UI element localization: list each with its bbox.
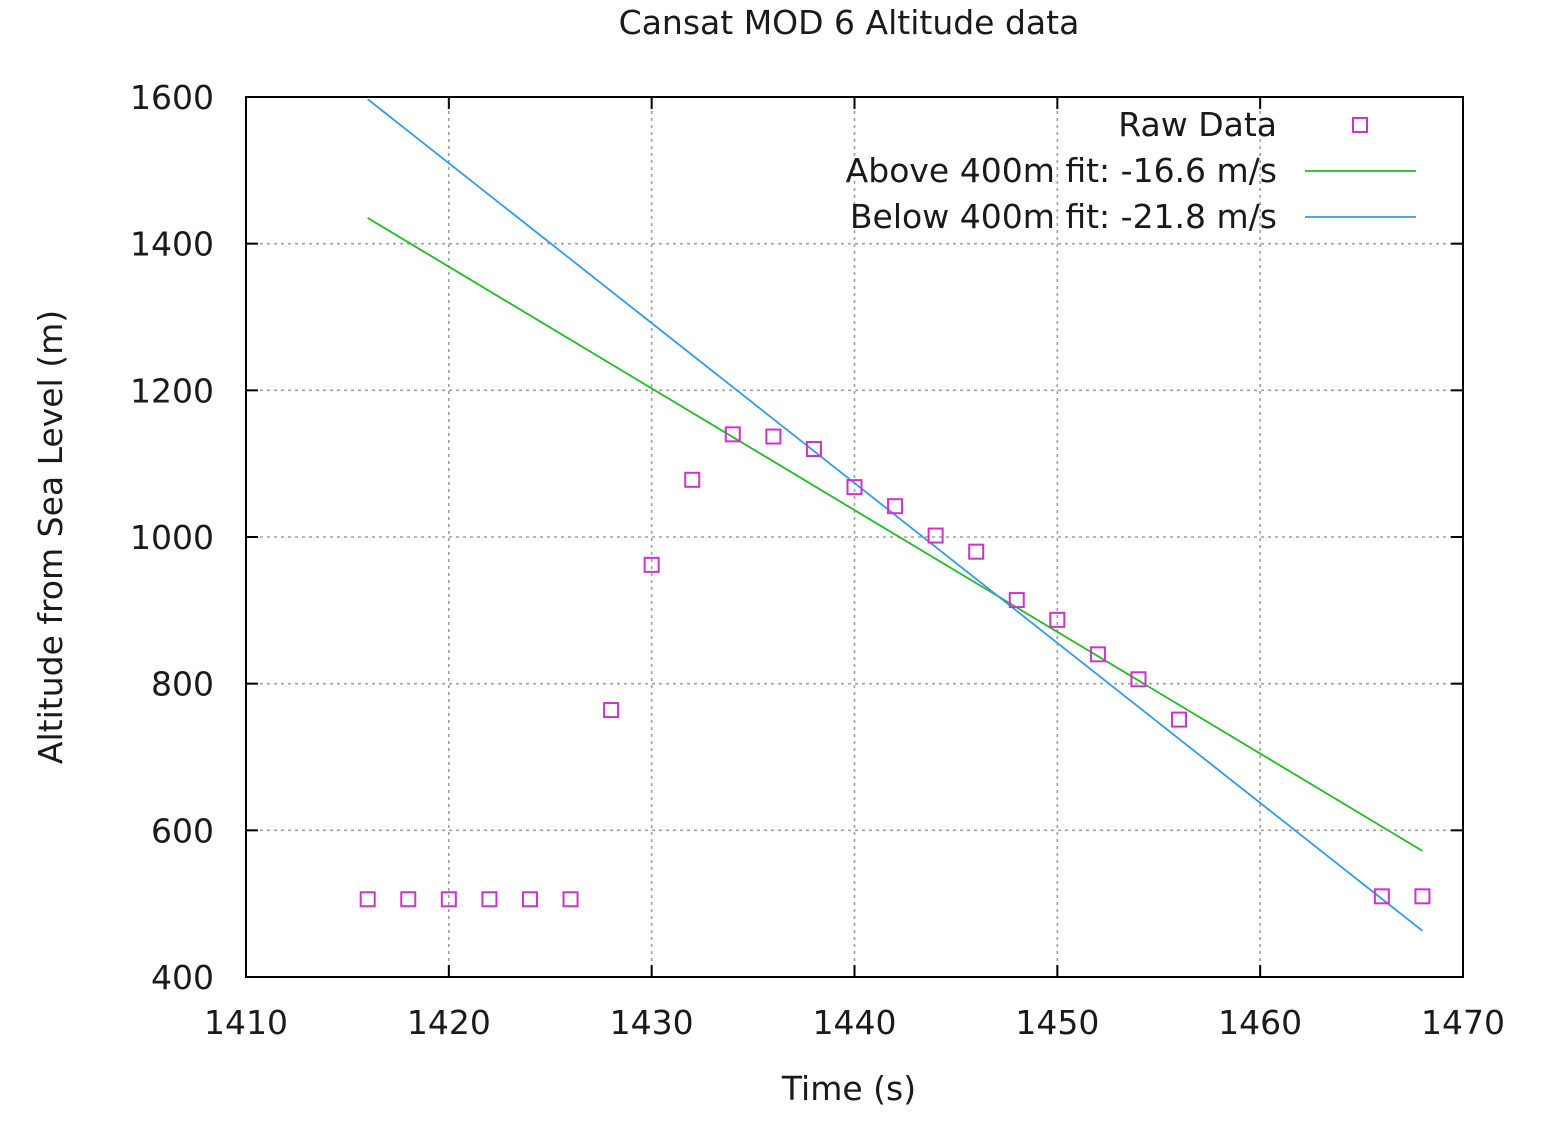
data-point [440, 891, 457, 908]
data-point [805, 441, 822, 457]
data-point [481, 891, 498, 908]
fit-lines [367, 98, 1423, 932]
legend-label: Below 400m fit: -21.8 m/s [850, 197, 1277, 236]
y-tick-label: 600 [151, 811, 214, 850]
data-point [1414, 888, 1431, 905]
y-tick-label: 1400 [130, 225, 214, 264]
data-point [968, 543, 985, 560]
data-point [684, 471, 701, 488]
x-tick-label: 1460 [1218, 1003, 1302, 1042]
x-tick-label: 1440 [813, 1003, 897, 1042]
data-point [1089, 646, 1106, 663]
x-tick-label: 1420 [407, 1003, 491, 1042]
data-point [1008, 592, 1025, 609]
data-points [359, 426, 1431, 908]
x-tick-label: 1430 [610, 1003, 694, 1042]
legend-label: Above 400m fit: -16.6 m/s [846, 151, 1277, 190]
data-point [359, 891, 376, 908]
data-point [643, 556, 660, 573]
x-axis-label: Time (s) [781, 1069, 916, 1108]
legend: Raw Data Above 400m fit: -16.6 m/s Below 4… [846, 105, 1416, 236]
y-tick-label: 1600 [130, 78, 214, 117]
x-tick-label: 1470 [1421, 1003, 1505, 1042]
fit-line [367, 217, 1423, 852]
x-tick-label: 1410 [204, 1003, 288, 1042]
chart-title: Cansat MOD 6 Altitude data [619, 3, 1080, 42]
data-point [887, 498, 904, 515]
data-point [927, 527, 944, 544]
data-point [1049, 611, 1066, 628]
y-tick-label: 1200 [130, 371, 214, 410]
legend-label: Raw Data [1118, 105, 1277, 144]
y-tick-labels: 400 600 800 1000 1200 1400 1600 [130, 78, 214, 997]
y-tick-label: 800 [151, 665, 214, 704]
y-axis-label: Altitude from Sea Level (m) [31, 310, 70, 764]
x-tick-labels: 1410 1420 1430 1440 1450 1460 1470 [204, 1003, 1505, 1042]
legend-marker-key [1352, 117, 1368, 133]
x-tick-label: 1450 [1015, 1003, 1099, 1042]
axis-ticks [245, 96, 1464, 978]
data-point [846, 479, 863, 496]
data-point [400, 891, 417, 908]
data-point [562, 891, 579, 908]
data-point [603, 702, 620, 719]
data-point [521, 891, 538, 908]
y-tick-label: 1000 [130, 518, 214, 557]
y-tick-label: 400 [151, 958, 214, 997]
data-point [1130, 671, 1147, 688]
data-point [1171, 711, 1188, 728]
data-point [765, 428, 782, 445]
fit-line [367, 98, 1423, 932]
data-point [1373, 888, 1390, 905]
data-point [724, 426, 741, 443]
